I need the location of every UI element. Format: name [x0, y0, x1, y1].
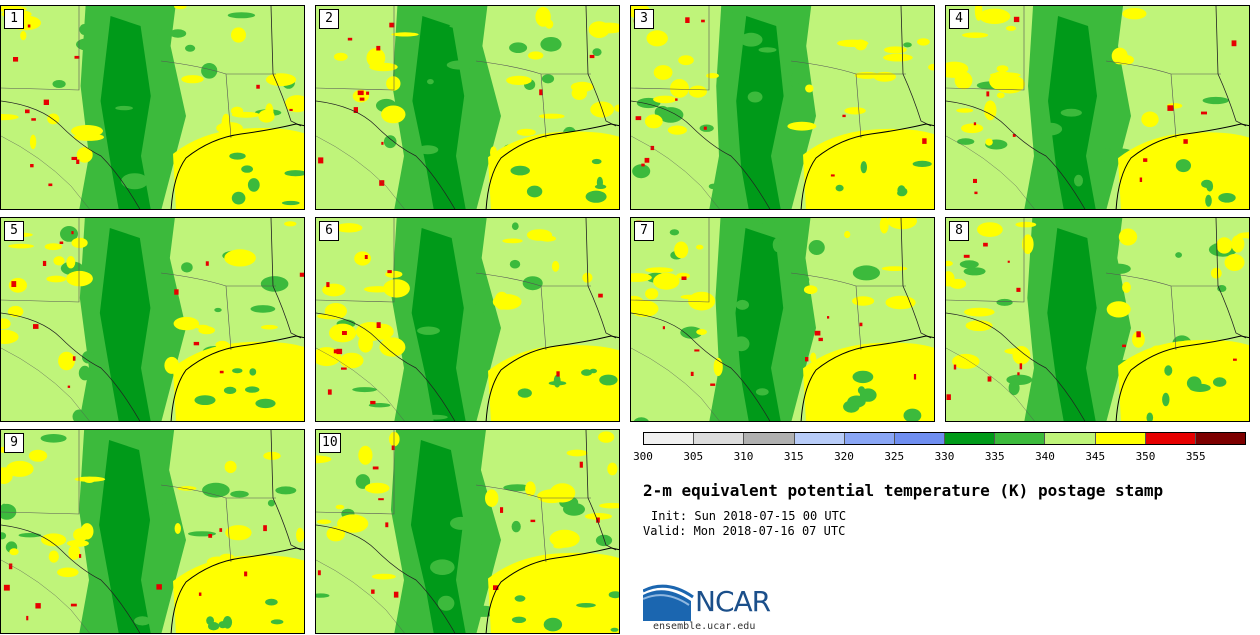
- colorbar-tick-label: 330: [934, 450, 955, 463]
- colorbar-tick-label: 345: [1085, 450, 1106, 463]
- equivalent-potential-temperature-map: [631, 218, 934, 421]
- logo-url: ensemble.ucar.edu: [653, 621, 756, 632]
- colorbar: [643, 432, 1246, 445]
- map-panel-7: 7: [630, 217, 935, 422]
- colorbar-tick-label: 310: [733, 450, 754, 463]
- member-number-label: 1: [4, 9, 24, 29]
- equivalent-potential-temperature-map: [946, 218, 1249, 421]
- member-number-label: 3: [634, 9, 654, 29]
- colorbar-swatch: [1145, 433, 1196, 444]
- equivalent-potential-temperature-map: [316, 6, 619, 209]
- colorbar-swatch: [644, 433, 695, 444]
- valid-time-label: Valid: Mon 2018-07-16 07 UTC: [643, 524, 846, 538]
- map-panel-3: 3: [630, 5, 935, 210]
- colorbar-tick-label: 315: [783, 450, 804, 463]
- map-panel-5: 5: [0, 217, 305, 422]
- map-panel-1: 1: [0, 5, 305, 210]
- colorbar-swatch: [1195, 433, 1246, 444]
- map-panel-10: 10: [315, 429, 620, 634]
- colorbar-swatch: [844, 433, 895, 444]
- colorbar-tick-label: 305: [683, 450, 704, 463]
- map-panel-4: 4: [945, 5, 1250, 210]
- colorbar-swatch: [744, 433, 795, 444]
- init-time-label: Init: Sun 2018-07-15 00 UTC: [651, 509, 847, 523]
- colorbar-swatch: [694, 433, 745, 444]
- member-number-label: 6: [319, 221, 339, 241]
- map-panel-9: 9: [0, 429, 305, 634]
- member-number-label: 9: [4, 433, 24, 453]
- member-number-label: 2: [319, 9, 339, 29]
- map-panel-2: 2: [315, 5, 620, 210]
- map-panel-6: 6: [315, 217, 620, 422]
- colorbar-swatch: [1095, 433, 1146, 444]
- equivalent-potential-temperature-map: [946, 6, 1249, 209]
- equivalent-potential-temperature-map: [1, 430, 304, 633]
- equivalent-potential-temperature-map: [1, 218, 304, 421]
- colorbar-tick-label: 300: [633, 450, 653, 463]
- colorbar-tick-labels: 300 305 310 315 320 325 330 335 340 345 350 355: [633, 450, 1246, 466]
- logo-wordmark: NCAR: [695, 585, 771, 618]
- colorbar-tick-label: 355: [1185, 450, 1206, 463]
- equivalent-potential-temperature-map: [631, 6, 934, 209]
- colorbar-swatch: [894, 433, 946, 444]
- colorbar-swatch: [945, 433, 996, 444]
- member-number-label: 4: [949, 9, 969, 29]
- equivalent-potential-temperature-map: [316, 430, 619, 633]
- equivalent-potential-temperature-map: [1, 6, 304, 209]
- equivalent-potential-temperature-map: [316, 218, 619, 421]
- colorbar-swatch: [995, 433, 1046, 444]
- member-number-label: 7: [634, 221, 654, 241]
- member-number-label: 10: [319, 433, 341, 453]
- colorbar-tick-label: 350: [1135, 450, 1156, 463]
- colorbar-tick-label: 335: [984, 450, 1005, 463]
- colorbar-swatch: [1045, 433, 1096, 444]
- member-number-label: 8: [949, 221, 969, 241]
- ncar-logo-icon: [643, 584, 694, 621]
- colorbar-tick-label: 340: [1035, 450, 1055, 463]
- colorbar-tick-label: 325: [884, 450, 905, 463]
- member-number-label: 5: [4, 221, 24, 241]
- figure-title: 2-m equivalent potential temperature (K)…: [643, 481, 1164, 500]
- map-panel-8: 8: [945, 217, 1250, 422]
- colorbar-tick-label: 320: [834, 450, 854, 463]
- colorbar-swatch: [794, 433, 845, 444]
